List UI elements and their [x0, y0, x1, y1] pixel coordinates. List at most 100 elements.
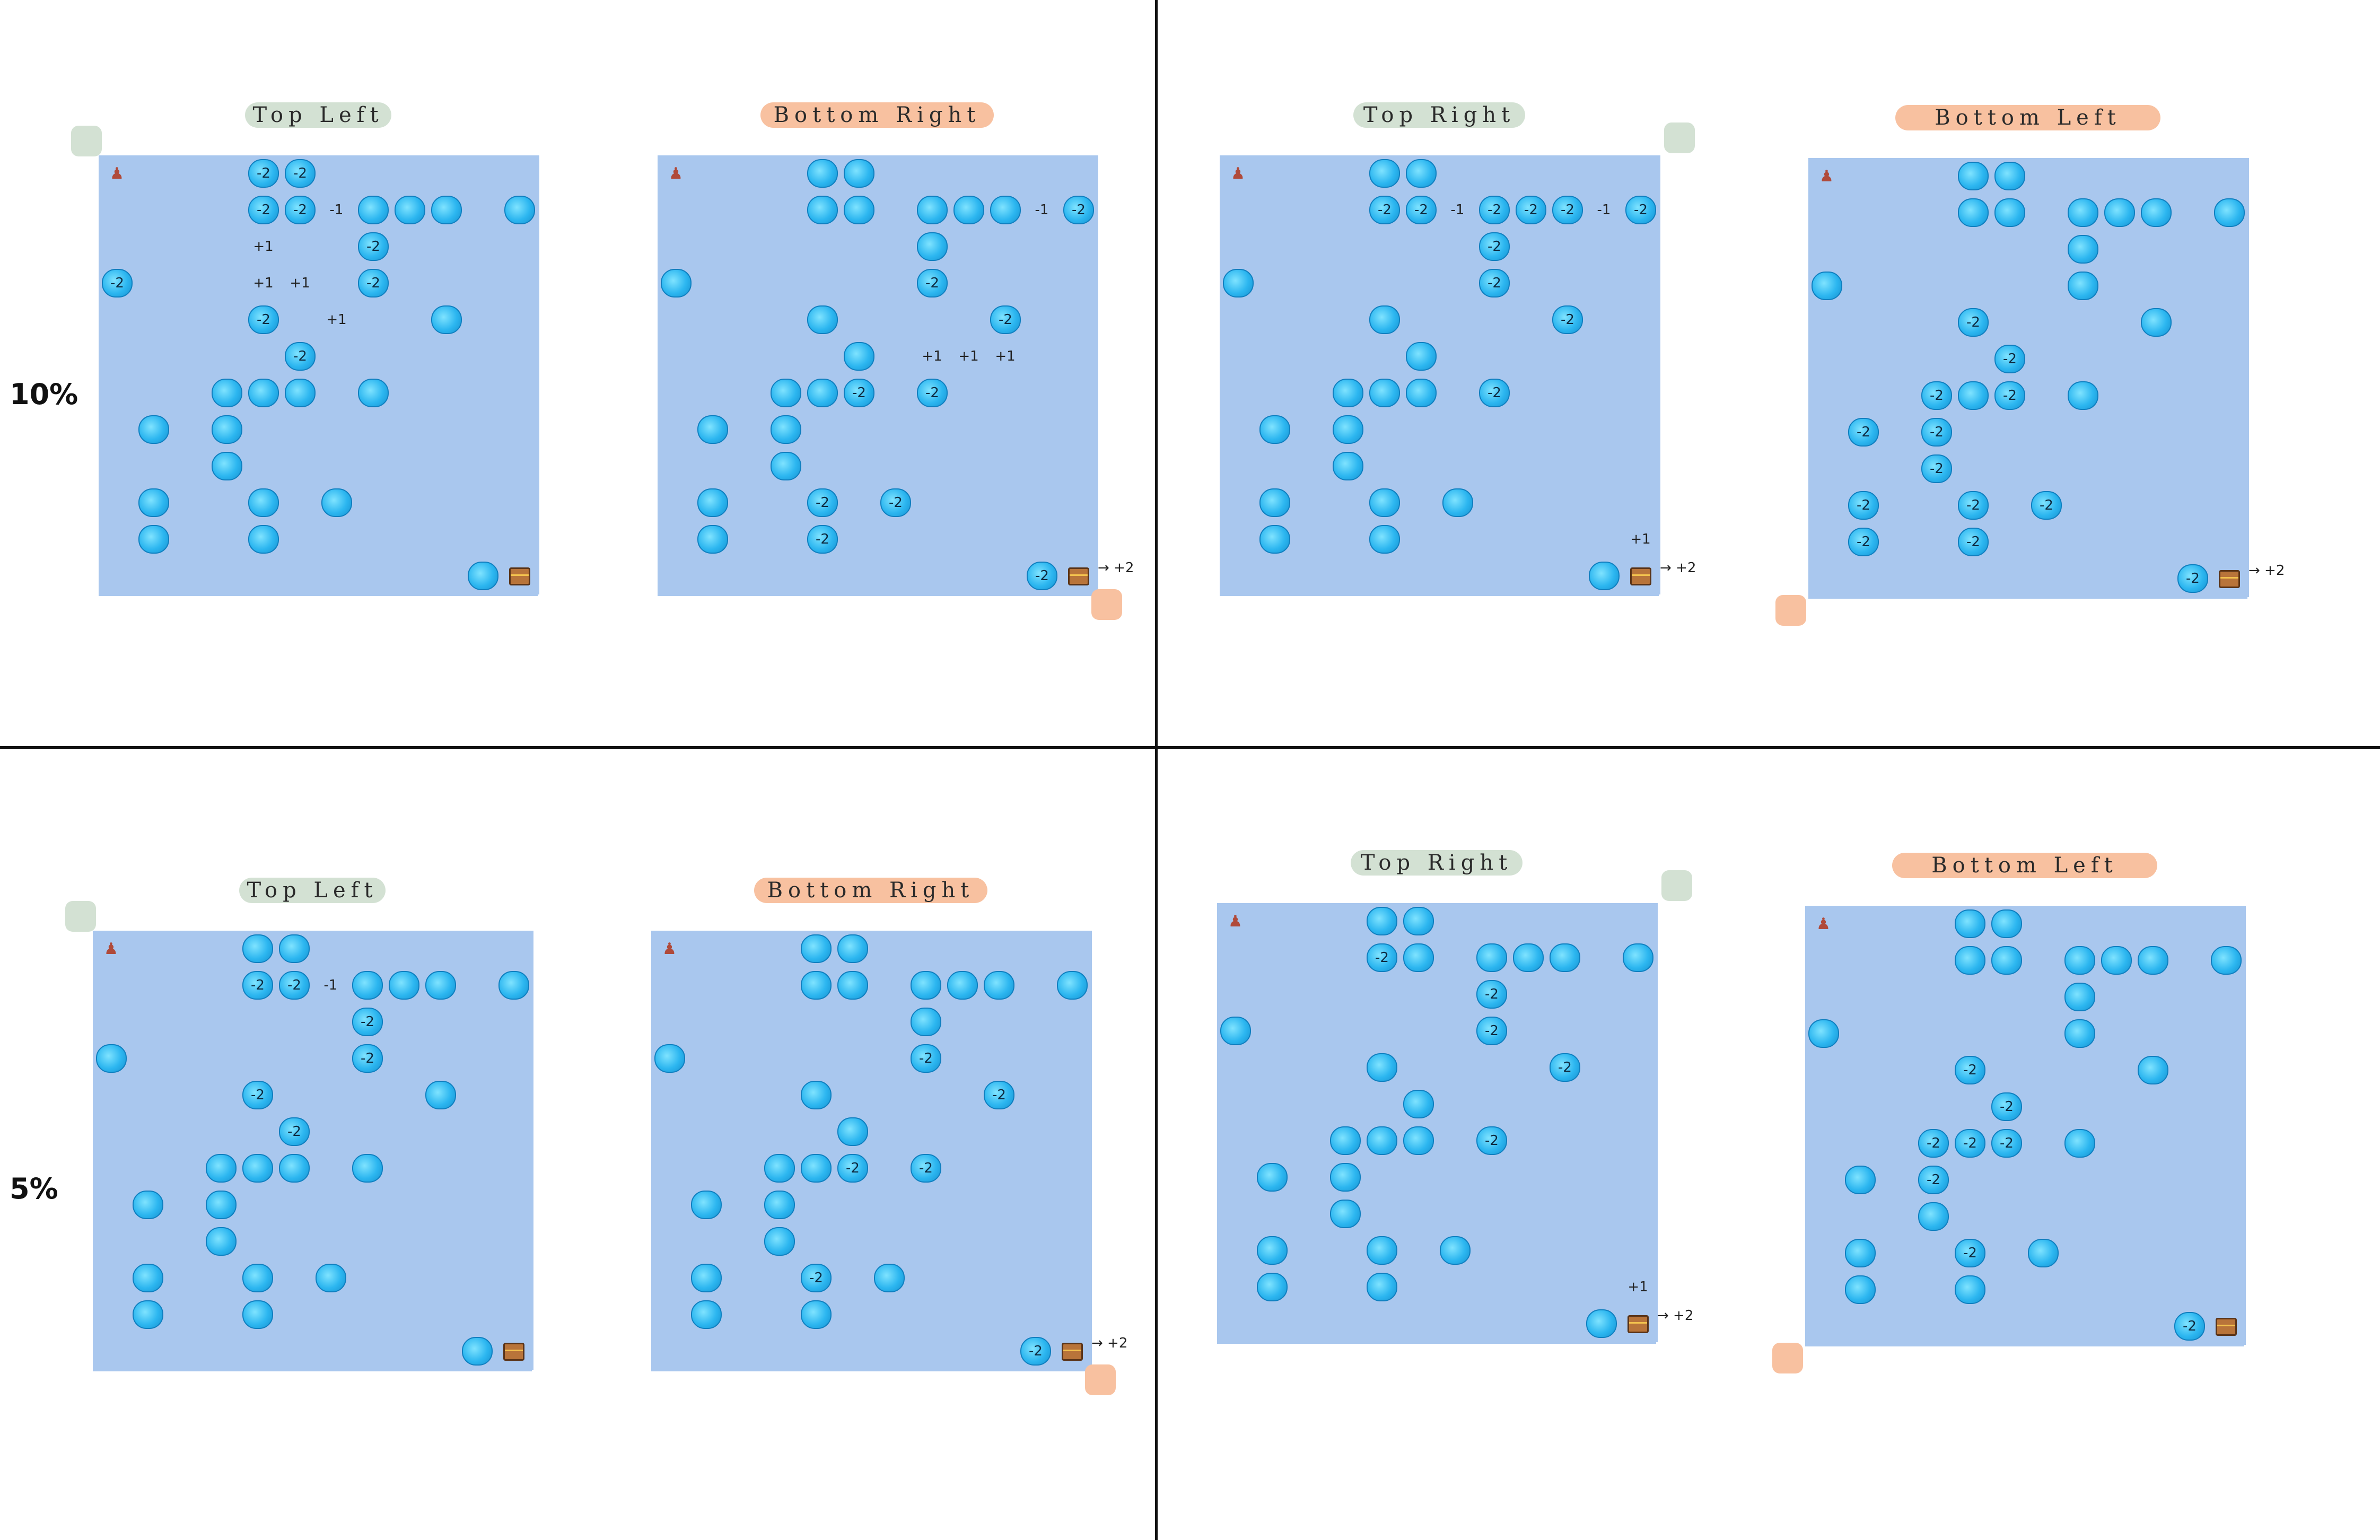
ice-hole-icon	[691, 1300, 722, 1329]
ice-hole-icon	[1442, 488, 1473, 517]
grid-line	[1217, 1196, 1656, 1197]
ice-hole-icon	[764, 1154, 795, 1183]
grid-line	[1476, 155, 1477, 594]
grid-line	[1656, 903, 1658, 1342]
ice-hole-icon	[874, 1264, 905, 1292]
reward-label: +1	[253, 239, 274, 255]
grid-line	[1620, 903, 1621, 1342]
ice-hole-icon: -2	[917, 269, 948, 298]
grid-board: ♟ -2 -2 -2 -2 -2 -2 -2 -2 -2 -1 +1 +1 +1	[658, 155, 1098, 596]
ice-hole-icon: -2	[1921, 418, 1952, 447]
ice-hole-icon	[242, 1300, 273, 1329]
ice-hole-icon	[1403, 907, 1434, 935]
ice-hole-icon	[1223, 269, 1254, 298]
ice-hole-icon	[1403, 943, 1434, 972]
grid-line	[355, 155, 356, 594]
grid-line	[1023, 155, 1025, 594]
grid-line	[651, 1370, 1090, 1371]
ice-hole-icon	[1955, 946, 1985, 975]
ice-hole-icon: -2	[1958, 528, 1989, 556]
player-icon: ♟	[662, 940, 677, 958]
ice-hole-icon: -2	[358, 232, 389, 261]
grid-line	[1217, 1123, 1656, 1124]
ice-hole-icon: -2	[984, 1081, 1014, 1109]
ice-hole-icon: -2	[880, 488, 911, 517]
ice-hole-icon: -2	[1994, 381, 2025, 410]
grid-line	[658, 375, 1097, 377]
ice-hole-icon	[1367, 1273, 1397, 1301]
ice-hole-icon	[389, 971, 419, 1000]
ice-hole-icon	[138, 488, 169, 517]
grid-line	[99, 558, 538, 559]
ice-hole-icon	[1367, 1236, 1397, 1265]
ice-hole-icon	[1333, 452, 1363, 480]
ice-hole-icon	[1406, 379, 1437, 407]
ice-hole-icon	[279, 934, 310, 963]
ice-hole-icon	[242, 934, 273, 963]
ice-hole-icon: -2	[807, 525, 838, 554]
grid-line	[651, 1187, 1090, 1188]
grid-line	[2174, 158, 2176, 597]
grid-line	[93, 1260, 532, 1262]
ice-hole-icon: -2	[2031, 491, 2062, 520]
ice-hole-icon	[654, 1044, 685, 1073]
grid-line	[658, 448, 1097, 450]
ice-hole-icon: -2	[279, 971, 310, 1000]
ice-hole-icon	[504, 196, 535, 224]
ice-hole-icon	[917, 196, 948, 224]
ice-hole-icon	[1994, 198, 2025, 227]
grid-line	[2211, 158, 2212, 597]
ice-hole-icon: -2	[285, 196, 316, 224]
grid-board: ♟ -2 -2 -2 -2 -2 +1	[1217, 903, 1658, 1344]
ice-hole-icon	[431, 196, 462, 224]
grid-line	[1097, 155, 1098, 594]
grid-line	[1220, 448, 1659, 450]
grid-line	[99, 485, 538, 486]
goal-reward-label: → +2	[1657, 1308, 1694, 1324]
reward-label: -1	[323, 977, 338, 993]
goal-reward-label: → +2	[1091, 1335, 1128, 1351]
player-icon: ♟	[1819, 167, 1834, 186]
ice-hole-icon: -2	[837, 1154, 868, 1183]
grid-line	[1220, 521, 1659, 523]
grid-line	[1473, 903, 1475, 1342]
grid-line	[349, 931, 351, 1370]
ice-hole-icon	[697, 415, 728, 444]
reward-label: +1	[958, 348, 979, 364]
treasure-chest-icon	[509, 567, 530, 585]
grid-line	[1090, 931, 1092, 1370]
ice-hole-icon: -2	[102, 269, 133, 298]
ice-hole-icon	[242, 1154, 273, 1183]
ice-hole-icon: -2	[1955, 1239, 1985, 1267]
grid-line	[1220, 485, 1659, 486]
ice-hole-icon	[1259, 415, 1290, 444]
treasure-chest-icon	[1628, 1315, 1649, 1333]
grid-board: ♟ -2 -2 -2 -2 -2 -2 -1	[93, 931, 533, 1371]
grid-line	[1659, 155, 1660, 594]
player-icon: ♟	[1228, 912, 1242, 931]
ice-hole-icon	[953, 196, 984, 224]
ice-hole-icon	[1513, 943, 1544, 972]
ice-hole-icon: -2	[1955, 1129, 1985, 1158]
reward-label: +1	[995, 348, 1016, 364]
grid-line	[1808, 451, 2247, 452]
ice-hole-icon	[801, 934, 832, 963]
ice-hole-icon: -2	[1918, 1129, 1949, 1158]
grid-line	[1805, 1198, 2244, 1200]
ice-hole-icon	[1257, 1163, 1288, 1192]
ice-hole-icon	[498, 971, 529, 1000]
ice-hole-icon	[1991, 946, 2022, 975]
ice-hole-icon	[212, 452, 242, 480]
ice-hole-icon	[2068, 381, 2098, 410]
corner-marker	[71, 126, 102, 156]
ice-hole-icon	[316, 1264, 346, 1292]
ice-hole-icon	[2104, 198, 2135, 227]
ice-hole-icon: -2	[352, 1044, 383, 1073]
ice-hole-icon	[1406, 342, 1437, 371]
ice-hole-icon	[1623, 943, 1653, 972]
reward-label: -1	[1035, 202, 1049, 218]
grid-line	[1220, 375, 1659, 377]
ice-hole-icon	[352, 971, 383, 1000]
ice-hole-icon	[2211, 946, 2242, 975]
ice-hole-icon	[1994, 162, 2025, 190]
